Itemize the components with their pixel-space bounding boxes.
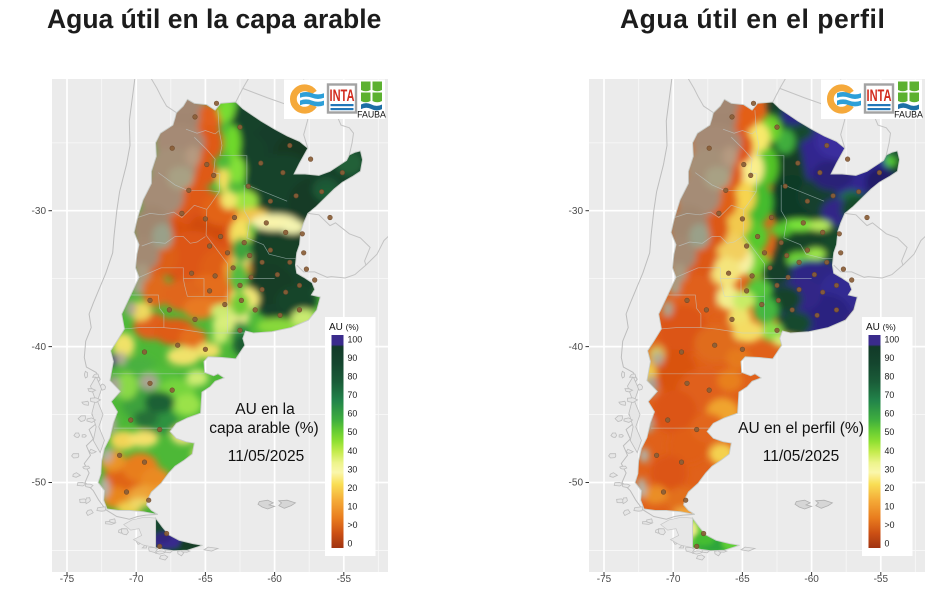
svg-text:>0: >0	[885, 520, 895, 530]
svg-text:60: 60	[348, 409, 358, 419]
svg-text:100: 100	[348, 335, 363, 345]
svg-text:100: 100	[885, 335, 900, 345]
svg-text:30: 30	[885, 464, 895, 474]
svg-text:-60: -60	[267, 574, 282, 585]
svg-text:-65: -65	[735, 574, 750, 585]
svg-text:FAUBA: FAUBA	[894, 110, 923, 120]
svg-text:-60: -60	[804, 574, 819, 585]
svg-text:INTA: INTA	[329, 87, 354, 106]
svg-text:-70: -70	[129, 574, 144, 585]
svg-text:-75: -75	[597, 574, 612, 585]
svg-text:20: 20	[348, 483, 358, 493]
svg-text:FAUBA: FAUBA	[357, 110, 386, 120]
svg-text:90: 90	[885, 353, 895, 363]
svg-text:50: 50	[885, 427, 895, 437]
svg-text:40: 40	[885, 446, 895, 456]
svg-text:10: 10	[348, 501, 358, 511]
svg-text:70: 70	[885, 390, 895, 400]
svg-text:10: 10	[885, 501, 895, 511]
svg-text:>0: >0	[348, 520, 358, 530]
svg-text:INTA: INTA	[866, 87, 891, 106]
svg-text:60: 60	[885, 409, 895, 419]
svg-text:40: 40	[348, 446, 358, 456]
svg-text:50: 50	[348, 427, 358, 437]
svg-text:70: 70	[348, 390, 358, 400]
svg-text:AU (%): AU (%)	[329, 322, 359, 333]
svg-text:80: 80	[348, 372, 358, 382]
svg-text:11/05/2025: 11/05/2025	[763, 448, 839, 465]
svg-text:-50: -50	[32, 478, 47, 489]
svg-text:20: 20	[885, 483, 895, 493]
svg-text:-70: -70	[666, 574, 681, 585]
svg-text:-30: -30	[569, 206, 584, 217]
svg-text:-40: -40	[32, 342, 47, 353]
svg-text:-40: -40	[569, 342, 584, 353]
svg-text:11/05/2025: 11/05/2025	[228, 448, 304, 465]
svg-text:AU en el perfil (%): AU en el perfil (%)	[738, 420, 864, 437]
svg-text:30: 30	[348, 464, 358, 474]
svg-text:90: 90	[348, 353, 358, 363]
svg-text:-65: -65	[198, 574, 213, 585]
svg-text:AU (%): AU (%)	[866, 322, 896, 333]
svg-text:-30: -30	[32, 206, 47, 217]
svg-text:-55: -55	[337, 574, 352, 585]
svg-text:-50: -50	[569, 478, 584, 489]
svg-text:80: 80	[885, 372, 895, 382]
svg-text:AU en la: AU en la	[235, 401, 295, 418]
svg-text:0: 0	[348, 539, 353, 549]
svg-text:capa arable (%): capa arable (%)	[209, 420, 318, 437]
svg-text:-75: -75	[60, 574, 75, 585]
svg-text:0: 0	[885, 539, 890, 549]
svg-text:-55: -55	[874, 574, 889, 585]
